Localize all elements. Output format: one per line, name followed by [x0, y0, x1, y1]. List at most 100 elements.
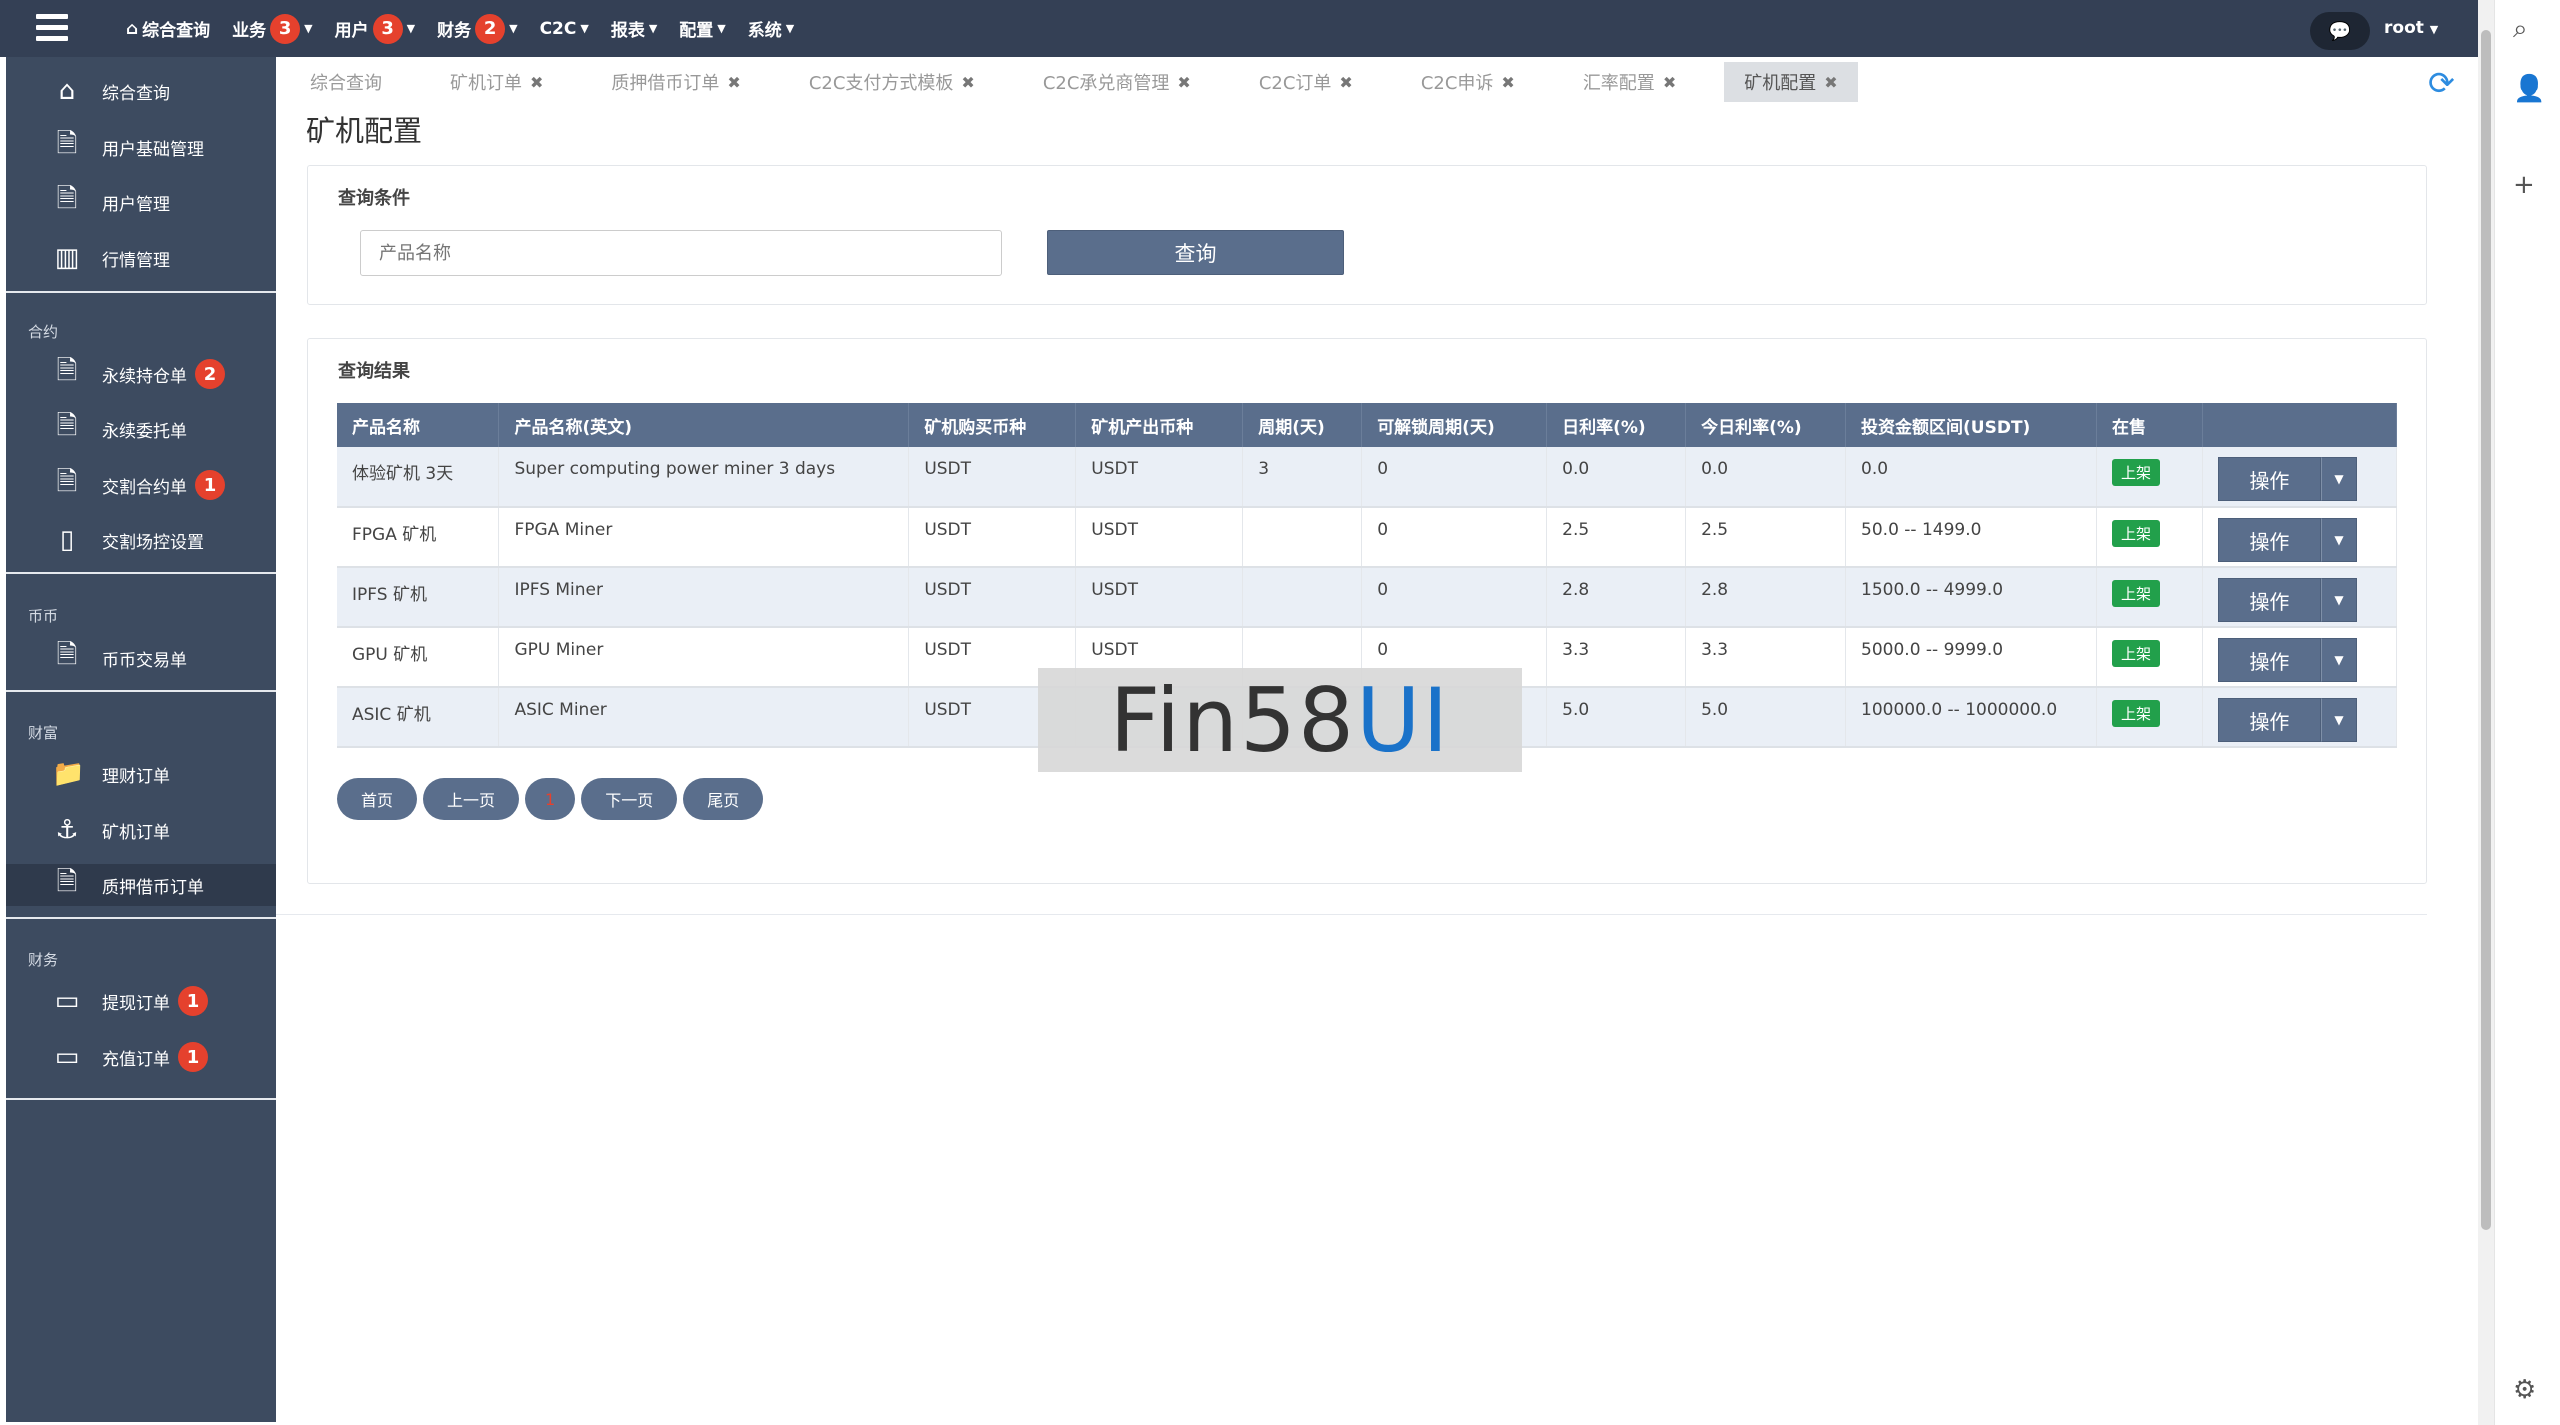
- action-button-group: 操作 ▼: [2217, 457, 2357, 501]
- sidebar-item-label: 用户管理: [102, 194, 170, 215]
- action-button[interactable]: 操作: [2217, 518, 2321, 562]
- menu-toggle-icon[interactable]: [36, 14, 68, 42]
- nav-menu-2[interactable]: 财务 2 ▼: [437, 13, 518, 44]
- nav-home[interactable]: ⌂ 综合查询: [126, 18, 211, 42]
- nav-menu-0[interactable]: 业务 3 ▼: [232, 13, 313, 44]
- sidebar-item[interactable]: 🗎 质押借币订单: [6, 864, 276, 906]
- column-header: 矿机购买币种: [908, 403, 1077, 447]
- close-icon[interactable]: ✖: [961, 72, 975, 92]
- tab-7[interactable]: 汇率配置 ✖: [1563, 62, 1696, 102]
- document-icon: 🗎: [56, 184, 78, 214]
- tab-0[interactable]: 综合查询: [290, 62, 402, 102]
- tab-5[interactable]: C2C订单 ✖: [1239, 62, 1373, 102]
- table-cell: 2.8: [1546, 567, 1687, 628]
- tab-2[interactable]: 质押借币订单 ✖: [591, 62, 760, 102]
- sidebar-item[interactable]: 🗎 永续持仓单 2: [6, 353, 276, 395]
- sidebar-item[interactable]: ▥ 行情管理: [6, 237, 276, 279]
- first-page-button[interactable]: 首页: [337, 778, 418, 820]
- product-name-input[interactable]: [360, 230, 1002, 276]
- sidebar-item-label: 充值订单: [102, 1049, 170, 1070]
- table-cell: 0: [1361, 447, 1548, 508]
- refresh-icon[interactable]: ⟳: [2428, 64, 2455, 102]
- profile-icon[interactable]: 👤: [2513, 74, 2546, 104]
- sidebar-item[interactable]: 🗎 永续委托单: [6, 408, 276, 450]
- table-cell: USDT: [908, 627, 1077, 688]
- sidebar-item[interactable]: 🗎 用户基础管理: [6, 126, 276, 168]
- nav-menu-4[interactable]: 报表 ▼: [611, 16, 657, 41]
- caret-down-icon: ▼: [785, 22, 795, 35]
- nav-menu-6[interactable]: 系统 ▼: [748, 16, 794, 41]
- count-badge: 2: [195, 359, 225, 389]
- tab-label: 汇率配置: [1582, 73, 1655, 94]
- sidebar-item[interactable]: ⌂ 综合查询: [6, 70, 276, 112]
- close-icon[interactable]: ✖: [530, 72, 544, 92]
- tab-3[interactable]: C2C支付方式模板 ✖: [789, 62, 995, 102]
- sidebar-item[interactable]: 🗎 用户管理: [6, 181, 276, 223]
- action-button[interactable]: 操作: [2217, 698, 2321, 742]
- sidebar-item[interactable]: ▭ 提现订单 1: [6, 980, 276, 1022]
- divider: [276, 914, 2427, 915]
- scrollbar-thumb[interactable]: [2481, 30, 2491, 1230]
- prev-page-button[interactable]: 上一页: [423, 778, 520, 820]
- table-cell: FPGA 矿机: [337, 507, 500, 568]
- sidebar-divider: [6, 690, 276, 692]
- anchor-icon: ⚓: [55, 815, 79, 845]
- table-cell: 2.5: [1685, 507, 1847, 568]
- action-button[interactable]: 操作: [2217, 638, 2321, 682]
- sidebar-item[interactable]: ▭ 充值订单 1: [6, 1036, 276, 1078]
- tab-4[interactable]: C2C承兑商管理 ✖: [1023, 62, 1211, 102]
- page-scrollbar[interactable]: [2478, 0, 2494, 1425]
- current-page[interactable]: 1: [525, 778, 576, 820]
- action-button-group: 操作 ▼: [2217, 518, 2357, 562]
- plus-icon[interactable]: +: [2513, 170, 2535, 200]
- search-icon[interactable]: ⌕: [2513, 14, 2528, 44]
- dropdown-toggle-icon[interactable]: ▼: [2320, 518, 2357, 562]
- action-cell: 操作 ▼: [2202, 447, 2398, 508]
- table-cell: 0.0: [1546, 447, 1687, 508]
- sidebar-divider: [6, 291, 276, 293]
- table-cell: 上架: [2096, 687, 2203, 748]
- dropdown-toggle-icon[interactable]: ▼: [2320, 578, 2357, 622]
- caret-down-icon: ▼: [648, 22, 658, 35]
- credit-card-icon: ▭: [54, 986, 80, 1016]
- nav-menu-label: C2C: [539, 18, 577, 39]
- tab-1[interactable]: 矿机订单 ✖: [430, 62, 563, 102]
- last-page-button[interactable]: 尾页: [683, 778, 764, 820]
- tab-label: 质押借币订单: [611, 73, 720, 94]
- sidebar-item[interactable]: ⚓ 矿机订单: [6, 809, 276, 851]
- action-button[interactable]: 操作: [2217, 578, 2321, 622]
- nav-menu-5[interactable]: 配置 ▼: [679, 16, 725, 41]
- next-page-button[interactable]: 下一页: [581, 778, 678, 820]
- sidebar-item[interactable]: 📁 理财订单: [6, 753, 276, 795]
- close-icon[interactable]: ✖: [1339, 72, 1353, 92]
- sidebar-item[interactable]: ▯ 交割场控设置: [6, 519, 276, 561]
- dropdown-toggle-icon[interactable]: ▼: [2320, 698, 2357, 742]
- table-cell: USDT: [1075, 507, 1244, 568]
- column-header: 今日利率(%): [1685, 403, 1847, 447]
- table-cell: GPU Miner: [498, 627, 910, 688]
- close-icon[interactable]: ✖: [727, 72, 741, 92]
- user-menu[interactable]: root ▼: [2384, 18, 2439, 38]
- caret-down-icon: ▼: [304, 22, 313, 35]
- sidebar-item[interactable]: 🗎 交割合约单 1: [6, 464, 276, 506]
- document-icon: 🗎: [56, 867, 78, 897]
- action-button-group: 操作 ▼: [2217, 698, 2357, 742]
- tab-8[interactable]: 矿机配置 ✖: [1724, 62, 1858, 102]
- dropdown-toggle-icon[interactable]: ▼: [2320, 638, 2357, 682]
- close-icon[interactable]: ✖: [1662, 72, 1677, 92]
- close-icon[interactable]: ✖: [1501, 72, 1515, 92]
- close-icon[interactable]: ✖: [1824, 72, 1838, 92]
- close-icon[interactable]: ✖: [1177, 72, 1191, 92]
- query-button[interactable]: 查询: [1047, 230, 1344, 275]
- column-header: 投资金额区间(USDT): [1845, 403, 2097, 447]
- gear-icon[interactable]: ⚙: [2513, 1375, 2537, 1405]
- sidebar-item[interactable]: 🗎 币币交易单: [6, 637, 276, 679]
- nav-menu-3[interactable]: C2C ▼: [540, 19, 589, 39]
- table-cell: 5.0: [1546, 687, 1687, 748]
- action-button[interactable]: 操作: [2217, 457, 2321, 501]
- dropdown-toggle-icon[interactable]: ▼: [2320, 457, 2357, 501]
- nav-menu-1[interactable]: 用户 3 ▼: [335, 13, 415, 44]
- bar-chart-icon: ▥: [54, 243, 80, 273]
- tab-6[interactable]: C2C申诉 ✖: [1401, 62, 1535, 102]
- chat-icon[interactable]: 💬: [2310, 12, 2370, 50]
